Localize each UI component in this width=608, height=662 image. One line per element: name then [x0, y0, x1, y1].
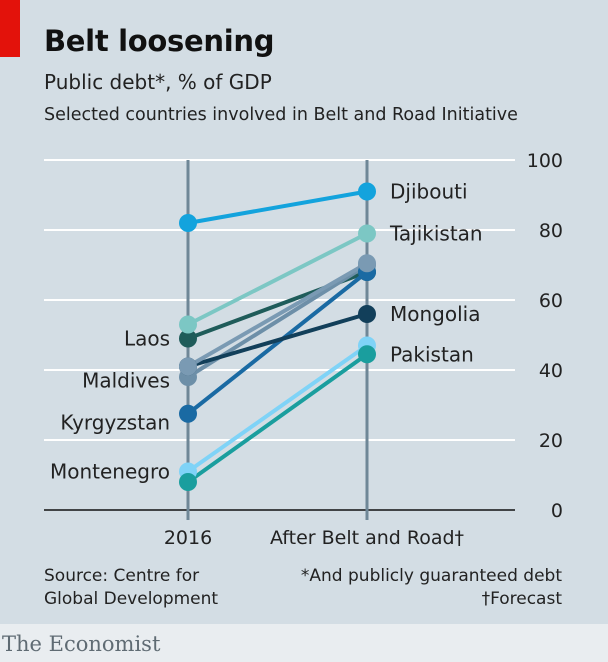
- slope-chart: 0 20 40 60 80 100 Montenegro Pakistan Laos Kyrgy…: [44, 150, 563, 549]
- series-label-laos: Laos: [124, 327, 170, 351]
- source-note: Source: Centre for Global Development: [44, 565, 218, 611]
- series-line-pakistan: [186, 352, 369, 484]
- series-line-tajikistan: [186, 231, 369, 327]
- gridlines: [44, 159, 515, 511]
- y-tick-label-60: 60: [539, 290, 563, 312]
- series-label-pakistan: Pakistan: [390, 342, 474, 366]
- series-lines: [186, 189, 369, 484]
- point-tajikistan-end: [358, 224, 376, 243]
- y-tick-labels: 0 20 40 60 80 100: [527, 150, 563, 522]
- y-tick-label-0: 0: [551, 500, 563, 522]
- chart-panel: [0, 0, 608, 624]
- y-tick-label-100: 100: [527, 150, 563, 172]
- source-line-1: Source: Centre for: [44, 566, 200, 586]
- series-label-mongolia: Mongolia: [390, 302, 480, 326]
- chart-description: Selected countries involved in Belt and …: [44, 105, 518, 125]
- series-label-montenegro: Montenegro: [50, 460, 170, 484]
- series-line-montenegro: [186, 343, 369, 474]
- chart-subtitle: Public debt*, % of GDP: [44, 70, 272, 94]
- point-maldives-start: [179, 357, 197, 376]
- point-pakistan-end: [358, 345, 376, 364]
- point-laos-start: [179, 329, 197, 348]
- point-series-5-start: [179, 404, 197, 423]
- footnote-debt: *And publicly guaranteed debt: [300, 566, 562, 586]
- footnote-forecast: †Forecast: [481, 589, 562, 609]
- y-tick-label-40: 40: [539, 360, 563, 382]
- point-maldives-end: [358, 254, 376, 273]
- point-tajikistan-start: [179, 315, 197, 334]
- x-tick-labels: 2016 After Belt and Road†: [164, 527, 464, 549]
- point-pakistan-start: [179, 473, 197, 491]
- series-line-series-5: [186, 270, 369, 416]
- series-line-maldives: [186, 261, 369, 369]
- x-tick-label-1: After Belt and Road†: [270, 527, 464, 549]
- series-label-kyrgyzstan: Kyrgyzstan: [60, 411, 170, 435]
- chart-title: Belt loosening: [44, 24, 275, 58]
- red-accent-bar: [0, 0, 20, 57]
- y-tick-label-20: 20: [539, 430, 563, 452]
- series-label-tajikistan: Tajikistan: [389, 222, 483, 246]
- point-mongolia-end: [358, 305, 376, 323]
- series-line-mongolia: [186, 312, 369, 369]
- point-djibouti-start: [179, 214, 197, 232]
- x-tick-label-0: 2016: [164, 527, 212, 549]
- series-label-djibouti: Djibouti: [390, 180, 468, 204]
- series-labels: Montenegro Pakistan Laos Kyrgyzstan Tajikist…: [50, 180, 483, 484]
- series-points: [179, 182, 376, 491]
- source-line-2: Global Development: [44, 589, 219, 609]
- series-label-maldives: Maldives: [82, 369, 170, 393]
- point-djibouti-end: [358, 182, 376, 201]
- brand-logo: The Economist: [2, 632, 161, 656]
- y-tick-label-80: 80: [539, 220, 563, 242]
- series-line-djibouti: [186, 189, 369, 225]
